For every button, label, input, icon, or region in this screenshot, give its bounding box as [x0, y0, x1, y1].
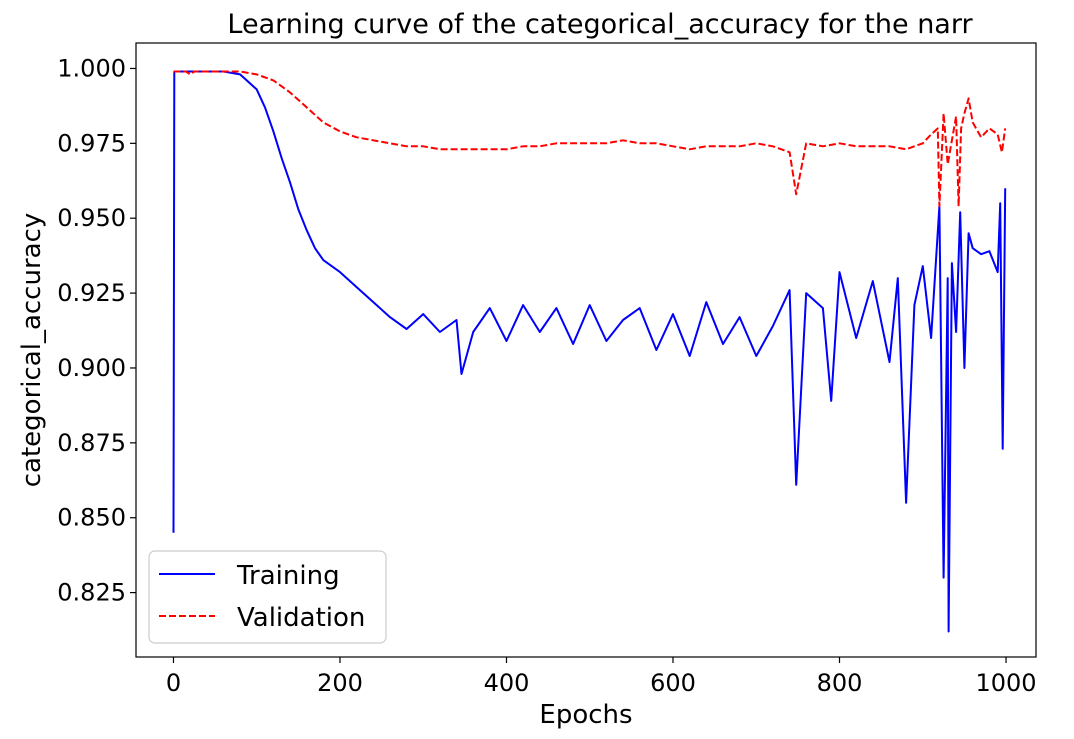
series-layer: [172, 70, 1007, 633]
legend-label-validation: Validation: [237, 603, 365, 633]
plot-area: [135, 42, 1037, 658]
x-axis-label: Epochs: [539, 700, 632, 730]
x-tick-label: 200: [317, 669, 363, 697]
series-line-training: [172, 70, 1007, 633]
y-tick-label: 0.850: [57, 504, 126, 532]
series-line-validation: [173, 70, 1007, 208]
x-tick-label: 400: [484, 669, 530, 697]
x-tick-label: 1000: [975, 669, 1036, 697]
y-axis-ticks: 0.825 0.850 0.875 0.900 0.925 0.950 0.975 1.000: [57, 54, 136, 607]
y-axis-label: categorical_accuracy: [17, 213, 47, 488]
y-tick-label: 0.950: [57, 204, 126, 232]
y-tick-label: 0.900: [57, 354, 126, 382]
x-tick-label: 0: [166, 669, 181, 697]
plot-frame: [135, 42, 1037, 658]
legend: Training Validation: [148, 550, 387, 644]
chart-title: Learning curve of the categorical_accura…: [227, 9, 973, 40]
legend-label-training: Training: [236, 561, 340, 591]
y-tick-label: 0.825: [57, 579, 126, 607]
y-tick-label: 0.875: [57, 429, 126, 457]
x-tick-label: 800: [817, 669, 863, 697]
y-tick-label: 0.925: [57, 279, 126, 307]
x-tick-label: 600: [650, 669, 696, 697]
y-tick-label: 1.000: [57, 54, 126, 82]
y-tick-label: 0.975: [57, 129, 126, 157]
x-axis-ticks: 0 200 400 600 800 1000: [166, 657, 1037, 697]
